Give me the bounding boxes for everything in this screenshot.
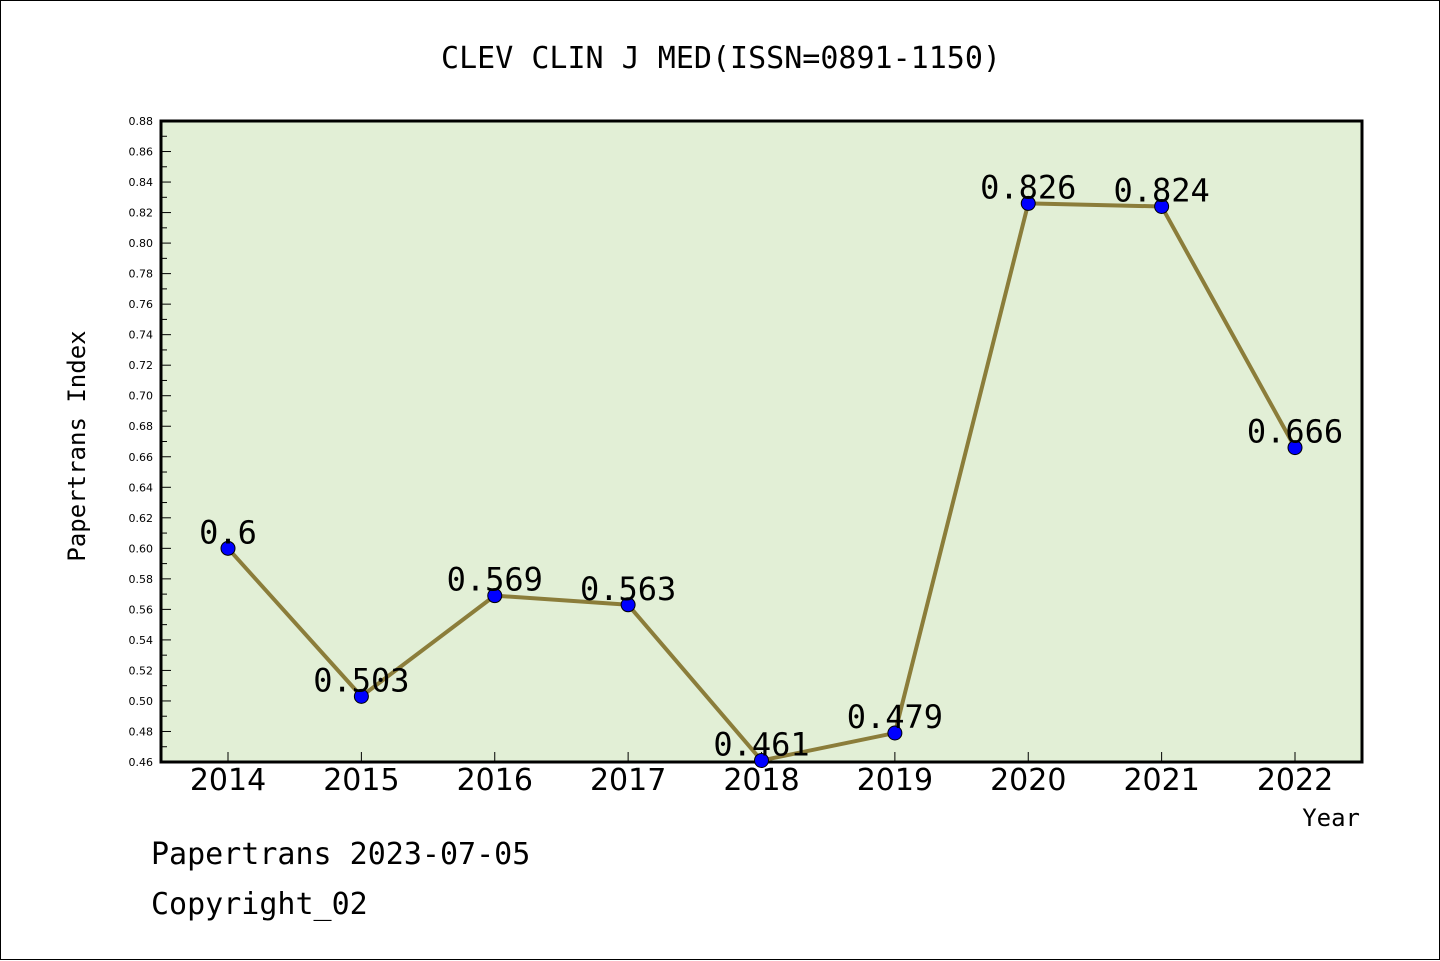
y-tick-label: 0.52	[129, 664, 154, 677]
data-point	[620, 597, 636, 613]
y-tick-label: 0.78	[129, 268, 154, 281]
data-label: 0.503	[313, 661, 409, 699]
y-tick-label: 0.82	[129, 207, 154, 220]
data-point	[487, 588, 503, 604]
y-tick-label: 0.60	[129, 542, 154, 555]
y-tick-label: 0.74	[129, 329, 154, 342]
data-label: 0.461	[713, 725, 809, 763]
data-label: 0.569	[447, 561, 543, 599]
y-tick-label: 0.88	[129, 115, 154, 128]
series-markers	[220, 195, 1303, 768]
data-label: 0.479	[847, 698, 943, 736]
data-label: 0.824	[1113, 171, 1209, 209]
y-tick-label: 0.48	[129, 725, 154, 738]
plot-area	[159, 119, 1364, 764]
x-tick-label: 2015	[323, 763, 399, 798]
y-tick-label: 0.86	[129, 146, 154, 159]
data-point	[353, 688, 369, 704]
y-tick-label: 0.70	[129, 390, 154, 403]
y-tick-label: 0.68	[129, 420, 154, 433]
x-tick-label: 2020	[990, 763, 1066, 798]
y-tick-label: 0.46	[129, 756, 154, 769]
data-point	[754, 752, 769, 768]
x-axis-title: Year	[1302, 804, 1360, 832]
data-labels: 0.6 0.503 0.569 0.563 0.461 0.479 0.826 0.824 0.…	[199, 168, 1343, 763]
data-point	[220, 540, 236, 556]
y-tick-label: 0.54	[129, 634, 154, 647]
y-tick-label: 0.50	[129, 695, 154, 708]
data-label: 0.6	[199, 513, 257, 551]
data-label: 0.826	[980, 168, 1076, 206]
x-tick-label: 2019	[857, 763, 933, 798]
data-point	[1287, 440, 1303, 456]
x-tick-label: 2022	[1257, 763, 1333, 798]
data-point	[1020, 195, 1036, 211]
data-label: 0.563	[580, 570, 676, 608]
data-point	[887, 725, 903, 741]
y-tick-label: 0.58	[129, 573, 154, 586]
x-tick-label: 2017	[590, 763, 666, 798]
chart-title: CLEV CLIN J MED(ISSN=0891-1150)	[441, 41, 1001, 76]
y-tick-label: 0.72	[129, 359, 154, 372]
x-tick-label: 2018	[723, 763, 799, 798]
y-tick-label: 0.64	[129, 481, 154, 494]
data-point	[1154, 198, 1170, 214]
y-tick-label: 0.80	[129, 237, 154, 250]
x-tick-label: 2016	[457, 763, 533, 798]
y-tick-label: 0.66	[129, 451, 154, 464]
y-tick-label: 0.76	[129, 298, 154, 311]
data-label: 0.666	[1247, 413, 1343, 451]
y-tick-label: 0.84	[129, 176, 154, 189]
y-axis-title: Papertrans Index	[63, 330, 91, 561]
y-axis: 0.46 0.48 0.50 0.52 0.54 0.56 0.58 0.60 0.62 0.64…	[129, 115, 171, 769]
footer-copyright: Copyright_02	[151, 887, 368, 922]
x-axis: 2014 2015 2016 2017 2018 2019 2020 2021 2022	[190, 752, 1333, 798]
x-tick-label: 2021	[1123, 763, 1199, 798]
y-tick-label: 0.62	[129, 512, 154, 525]
y-tick-label: 0.56	[129, 603, 154, 616]
x-tick-label: 2014	[190, 763, 266, 798]
footer-date: Papertrans 2023-07-05	[151, 837, 531, 872]
